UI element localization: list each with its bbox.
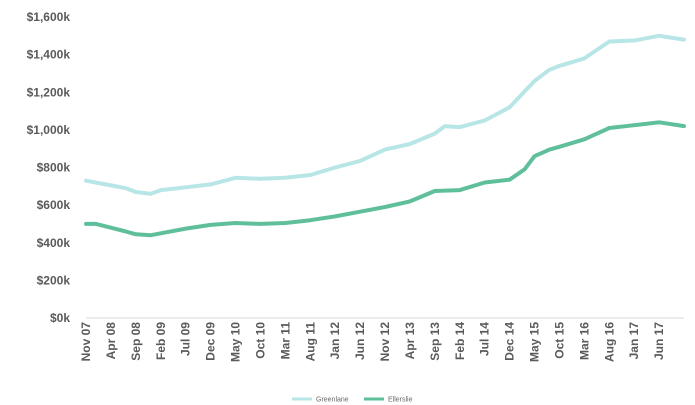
x-tick-label: Nov 07 xyxy=(79,322,93,362)
y-tick-label: $1,200k xyxy=(27,85,71,99)
x-tick-label: Aug 11 xyxy=(303,322,317,362)
x-tick-label: Jan 17 xyxy=(627,322,641,360)
series-line-ellerslie xyxy=(84,120,686,238)
x-tick-label: Feb 14 xyxy=(453,322,467,360)
x-tick-label: May 15 xyxy=(528,322,542,362)
x-tick-label: Jul 09 xyxy=(179,322,193,356)
y-tick-label: $1,600k xyxy=(27,10,71,24)
x-tick-label: Dec 09 xyxy=(204,322,218,361)
x-tick-label: Mar 16 xyxy=(577,322,591,360)
x-tick-label: Apr 13 xyxy=(403,322,417,360)
x-tick-label: Feb 09 xyxy=(154,322,168,360)
x-tick-label: Nov 12 xyxy=(378,322,392,362)
x-axis-ticks: Nov 07 Apr 08 Sep 08 Feb 09 Jul 09 Dec 09 May … xyxy=(79,322,666,362)
x-tick-label: Sep 08 xyxy=(129,322,143,361)
x-tick-label: May 10 xyxy=(229,322,243,362)
x-tick-label: Jun 12 xyxy=(353,322,367,360)
x-tick-label: Mar 11 xyxy=(278,322,292,360)
y-tick-label: $800k xyxy=(37,161,71,175)
y-axis-ticks: $0k $200k $400k $600k $800k $1,000k $1,200k $1,… xyxy=(27,10,71,325)
legend-label-ellerslie: Ellerslie xyxy=(388,397,413,404)
legend-label-greenlane: Greenlane xyxy=(316,397,349,404)
y-tick-label: $600k xyxy=(37,198,71,212)
series-lines xyxy=(84,33,686,238)
y-tick-label: $400k xyxy=(37,236,71,250)
y-tick-label: $0k xyxy=(50,311,70,325)
y-tick-label: $1,400k xyxy=(27,48,71,62)
x-tick-label: Jan 12 xyxy=(328,322,342,360)
x-tick-label: Sep 13 xyxy=(428,322,442,361)
y-tick-label: $1,000k xyxy=(27,123,71,137)
x-tick-label: Dec 14 xyxy=(503,322,517,361)
x-tick-label: Oct 15 xyxy=(552,322,566,359)
series-line-greenlane xyxy=(84,33,686,196)
legend: Greenlane Ellerslie xyxy=(292,397,413,404)
x-tick-label: Jun 17 xyxy=(652,322,666,360)
x-tick-label: Jul 14 xyxy=(478,322,492,356)
x-tick-label: Aug 16 xyxy=(602,322,616,362)
x-tick-label: Oct 10 xyxy=(253,322,267,359)
x-tick-label: Apr 08 xyxy=(104,322,118,360)
y-tick-label: $200k xyxy=(37,273,71,287)
